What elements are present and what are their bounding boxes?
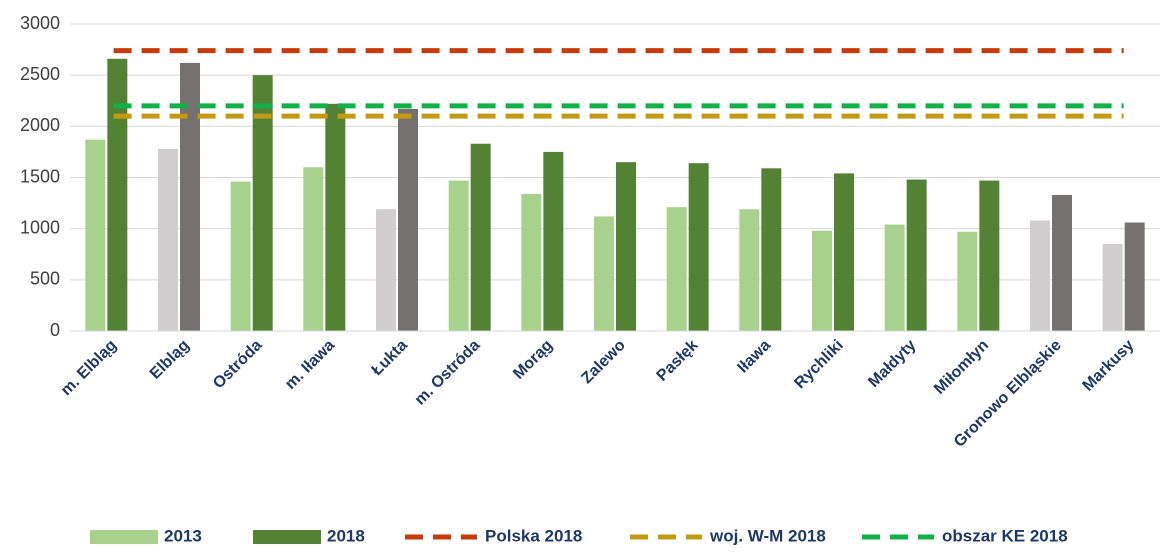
bar: [812, 230, 832, 331]
legend-swatch: [90, 530, 158, 544]
x-tick-label: Łukta: [369, 337, 411, 379]
bar: [739, 209, 760, 331]
bar: [303, 167, 324, 331]
x-tick-label: Elbląg: [147, 337, 193, 383]
x-tick-label: Markusy: [1080, 337, 1138, 395]
bar: [616, 162, 636, 331]
y-tick-label: 1000: [20, 217, 60, 237]
x-tick-label: Ostróda: [210, 337, 265, 392]
bar: [252, 75, 273, 332]
bar: [1052, 194, 1072, 331]
bar: [521, 193, 542, 331]
y-tick-label: 3000: [20, 13, 60, 33]
legend-label: obszar KE 2018: [942, 526, 1068, 545]
bar: [230, 181, 251, 331]
y-tick-label: 500: [30, 269, 60, 289]
bar: [398, 108, 418, 331]
bar: [543, 151, 564, 331]
y-tick-label: 0: [50, 320, 60, 340]
bar: [906, 179, 927, 331]
legend-label: Polska 2018: [485, 526, 582, 545]
x-tick-label: m. Ostróda: [412, 337, 484, 409]
bar: [448, 180, 469, 331]
x-tick-label: Pasłęk: [654, 337, 702, 385]
bar: [376, 209, 396, 331]
bar: [884, 224, 905, 331]
bar: [1102, 244, 1123, 331]
bar: [834, 173, 854, 331]
legend-label: woj. W-M 2018: [709, 526, 826, 545]
bar: [594, 216, 614, 331]
bar: [761, 168, 782, 331]
x-tick-label: m. Elbląg: [58, 337, 120, 399]
x-tick-label: Iława: [734, 337, 774, 377]
bar: [979, 180, 1000, 331]
bar: [1030, 220, 1050, 331]
x-tick-label: Miłomłyn: [931, 337, 992, 398]
legend-label: 2018: [327, 526, 365, 545]
bar: [688, 163, 709, 331]
x-tick-label: Rychliki: [791, 337, 846, 392]
bar: [666, 207, 687, 331]
x-tick-label: Morąg: [510, 337, 556, 383]
bar: [85, 139, 106, 331]
bar: [957, 231, 978, 331]
legend-swatch: [253, 530, 321, 544]
y-tick-label: 2500: [20, 64, 60, 84]
legend-label: 2013: [164, 526, 202, 545]
bar: [470, 143, 491, 331]
bar: [325, 103, 346, 331]
bar: [180, 62, 200, 332]
x-tick-label: Małdyty: [865, 337, 919, 391]
y-tick-label: 2000: [20, 115, 60, 135]
x-tick-label: m. Iława: [282, 337, 338, 393]
y-tick-label: 1500: [20, 166, 60, 186]
x-tick-label: Zalewo: [578, 337, 629, 388]
bar: [107, 58, 128, 331]
bar: [158, 148, 178, 331]
bar: [1124, 222, 1145, 331]
